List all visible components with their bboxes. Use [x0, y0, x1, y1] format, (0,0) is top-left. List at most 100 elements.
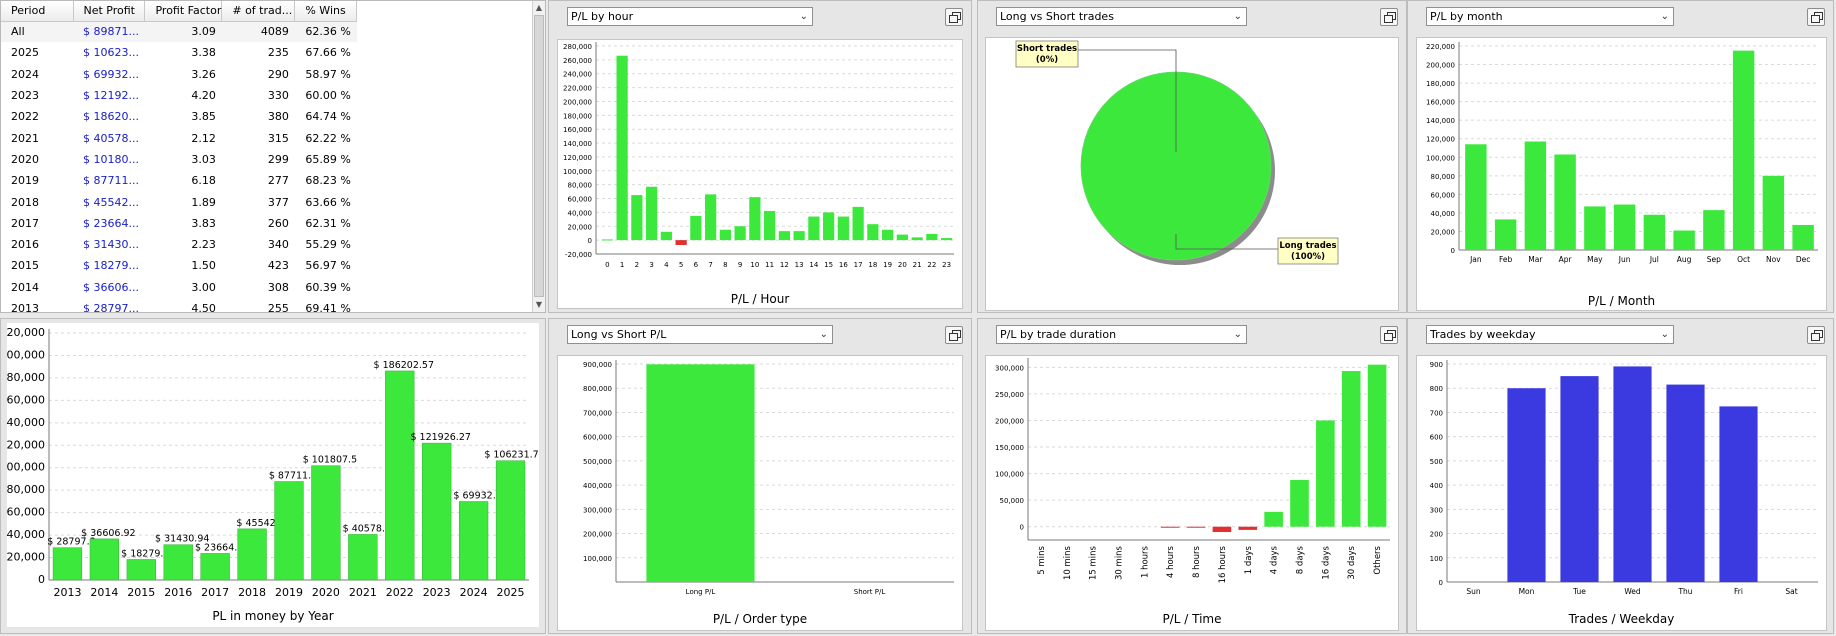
- x-tick-label: 30 mins: [1115, 545, 1125, 580]
- table-row[interactable]: 2021 $ 40578... 2.12 315 62.22 %: [1, 127, 357, 148]
- weekday-maximize-button[interactable]: [1807, 326, 1825, 344]
- table-row[interactable]: 2020 $ 10180... 3.03 299 65.89 %: [1, 149, 357, 170]
- y-tick-label: 800,000: [583, 385, 612, 393]
- weekday-chart-selector[interactable]: Trades by weekday ⌄: [1426, 325, 1674, 344]
- panel-hour: P/L by hour ⌄ -20,000 0 20,000 40,000 60,000…: [548, 0, 972, 313]
- data-label: $ 45542: [236, 518, 275, 529]
- bar: [867, 224, 879, 241]
- long-trades-label: Long trades(100%): [1277, 237, 1339, 265]
- x-tick-label: Feb: [1499, 255, 1513, 264]
- col-header-wins[interactable]: % Wins: [294, 1, 358, 22]
- y-tick-label: 120,000: [7, 438, 45, 451]
- col-header-period[interactable]: Period: [1, 1, 74, 22]
- cell-net-profit: $ 31430...: [83, 238, 139, 252]
- table-row[interactable]: 2019 $ 87711... 6.18 277 68.23 %: [1, 170, 357, 191]
- data-label: $ 31430.94: [155, 534, 209, 545]
- x-tick-label: 13: [795, 261, 804, 269]
- data-label: $ 69932.8: [453, 490, 501, 501]
- y-tick-label: 0: [1451, 247, 1455, 255]
- col-header-net-profit[interactable]: Net Profit: [73, 1, 146, 22]
- cell-profit-factor: 4.20: [191, 89, 216, 103]
- bar: [646, 186, 658, 241]
- table-row[interactable]: 2017 $ 23664... 3.83 260 62.31 %: [1, 213, 357, 234]
- x-tick-label: Fri: [1734, 587, 1743, 596]
- x-tick-label: Oct: [1737, 255, 1750, 264]
- longshort-chart-selector[interactable]: Long vs Short trades ⌄: [996, 7, 1247, 26]
- x-tick-label: 2018: [238, 586, 266, 599]
- col-header-profit-factor[interactable]: Profit Factor: [144, 1, 223, 22]
- table-row[interactable]: 2013 $ 28797... 4.50 255 69.41 %: [1, 298, 357, 312]
- x-tick-label: 12: [780, 261, 789, 269]
- cell-net-profit: $ 28797...: [83, 302, 139, 312]
- hour-chart-selector[interactable]: P/L by hour ⌄: [567, 7, 813, 26]
- bar: [311, 465, 341, 581]
- x-tick-label: 20: [898, 261, 907, 269]
- cell-net-profit: $ 12192...: [83, 89, 139, 103]
- y-tick-label: 220,000: [7, 326, 45, 339]
- cell-period: 2022: [11, 110, 39, 124]
- y-tick-label: 100: [1430, 555, 1443, 563]
- scroll-up-icon[interactable]: ▲: [535, 3, 543, 12]
- y-tick-label: 140,000: [1426, 117, 1455, 125]
- x-tick-label: 15 mins: [1089, 545, 1099, 580]
- bar: [808, 216, 820, 241]
- y-tick-label: 700: [1430, 409, 1443, 417]
- bar: [89, 538, 120, 581]
- y-tick-label: 900,000: [583, 361, 612, 369]
- bar: [823, 212, 835, 241]
- hour-chart: -20,000 0 20,000 40,000 60,000 80,000 100,000 1…: [563, 42, 954, 269]
- x-tick-label: Mar: [1528, 255, 1543, 264]
- longshort-maximize-button[interactable]: [1380, 8, 1398, 26]
- panel-year: 0 20,000 40,000 60,000 80,000 100,000 120,000 1…: [0, 318, 546, 634]
- y-tick-label: 180,000: [563, 112, 592, 120]
- y-tick-label: 250,000: [995, 391, 1024, 399]
- hour-x-axis-title: P/L / Hour: [730, 292, 790, 306]
- order-maximize-button[interactable]: [945, 326, 963, 344]
- bar: [734, 226, 746, 241]
- y-tick-label: 40,000: [1431, 210, 1456, 218]
- bar: [1719, 406, 1758, 582]
- y-tick-label: 0: [1439, 579, 1443, 587]
- col-header-trades[interactable]: # of trad...: [221, 1, 296, 22]
- month-maximize-button[interactable]: [1807, 8, 1825, 26]
- weekday-chart: 0 100 200 300 400 500 600 700 800 900 Sun Mon Tue Wed…: [1430, 360, 1818, 596]
- duration-maximize-button[interactable]: [1380, 326, 1398, 344]
- table-row[interactable]: 2016 $ 31430... 2.23 340 55.29 %: [1, 234, 357, 255]
- scrollbar-thumb[interactable]: [534, 15, 544, 297]
- table-row[interactable]: All $ 89871... 3.09 4089 62.36 %: [1, 21, 357, 43]
- x-tick-label: 2: [635, 261, 639, 269]
- table-row[interactable]: 2018 $ 45542... 1.89 377 63.66 %: [1, 191, 357, 212]
- cell-net-profit: $ 10180...: [83, 152, 139, 166]
- table-row[interactable]: 2025 $ 10623... 3.38 235 67.66 %: [1, 42, 357, 63]
- duration-plot-area: 0 50,000 100,000 150,000 200,000 250,000 300,0…: [985, 355, 1399, 631]
- table-row[interactable]: 2024 $ 69932... 3.26 290 58.97 %: [1, 64, 357, 85]
- table-row[interactable]: 2015 $ 18279... 1.50 423 56.97 %: [1, 255, 357, 276]
- table-row[interactable]: 2014 $ 36606... 3.00 308 60.39 %: [1, 277, 357, 298]
- cell-period: 2018: [11, 195, 39, 209]
- x-tick-label: 18: [868, 261, 877, 269]
- x-tick-label: 10 mins: [1063, 545, 1073, 580]
- y-tick-label: 60,000: [7, 506, 45, 519]
- y-tick-label: 160,000: [563, 126, 592, 134]
- table-scrollbar[interactable]: ▲ ▼: [532, 1, 545, 312]
- order-chart-selector[interactable]: Long vs Short P/L ⌄: [567, 325, 833, 344]
- cell-wins: 62.36 %: [294, 21, 357, 43]
- bar: [1673, 230, 1695, 250]
- scroll-down-icon[interactable]: ▼: [535, 300, 543, 309]
- x-tick-label: Wed: [1624, 587, 1641, 596]
- table-row[interactable]: 2023 $ 12192... 4.20 330 60.00 %: [1, 85, 357, 106]
- hour-maximize-button[interactable]: [945, 8, 963, 26]
- bar: [1666, 384, 1705, 582]
- y-tick-label: 160,000: [7, 393, 45, 406]
- cell-period: 2021: [11, 131, 39, 145]
- cell-net-profit: $ 87711...: [83, 174, 139, 188]
- cell-wins: 64.74 %: [305, 110, 351, 124]
- x-tick-label: Short P/L: [854, 588, 886, 596]
- duration-chart-selector[interactable]: P/L by trade duration ⌄: [996, 325, 1247, 344]
- bar: [495, 460, 526, 581]
- x-tick-label: 2021: [349, 586, 377, 599]
- bar: [163, 544, 193, 581]
- month-chart-selector[interactable]: P/L by month ⌄: [1426, 7, 1674, 26]
- x-tick-label: Apr: [1559, 255, 1573, 264]
- table-row[interactable]: 2022 $ 18620... 3.85 380 64.74 %: [1, 106, 357, 127]
